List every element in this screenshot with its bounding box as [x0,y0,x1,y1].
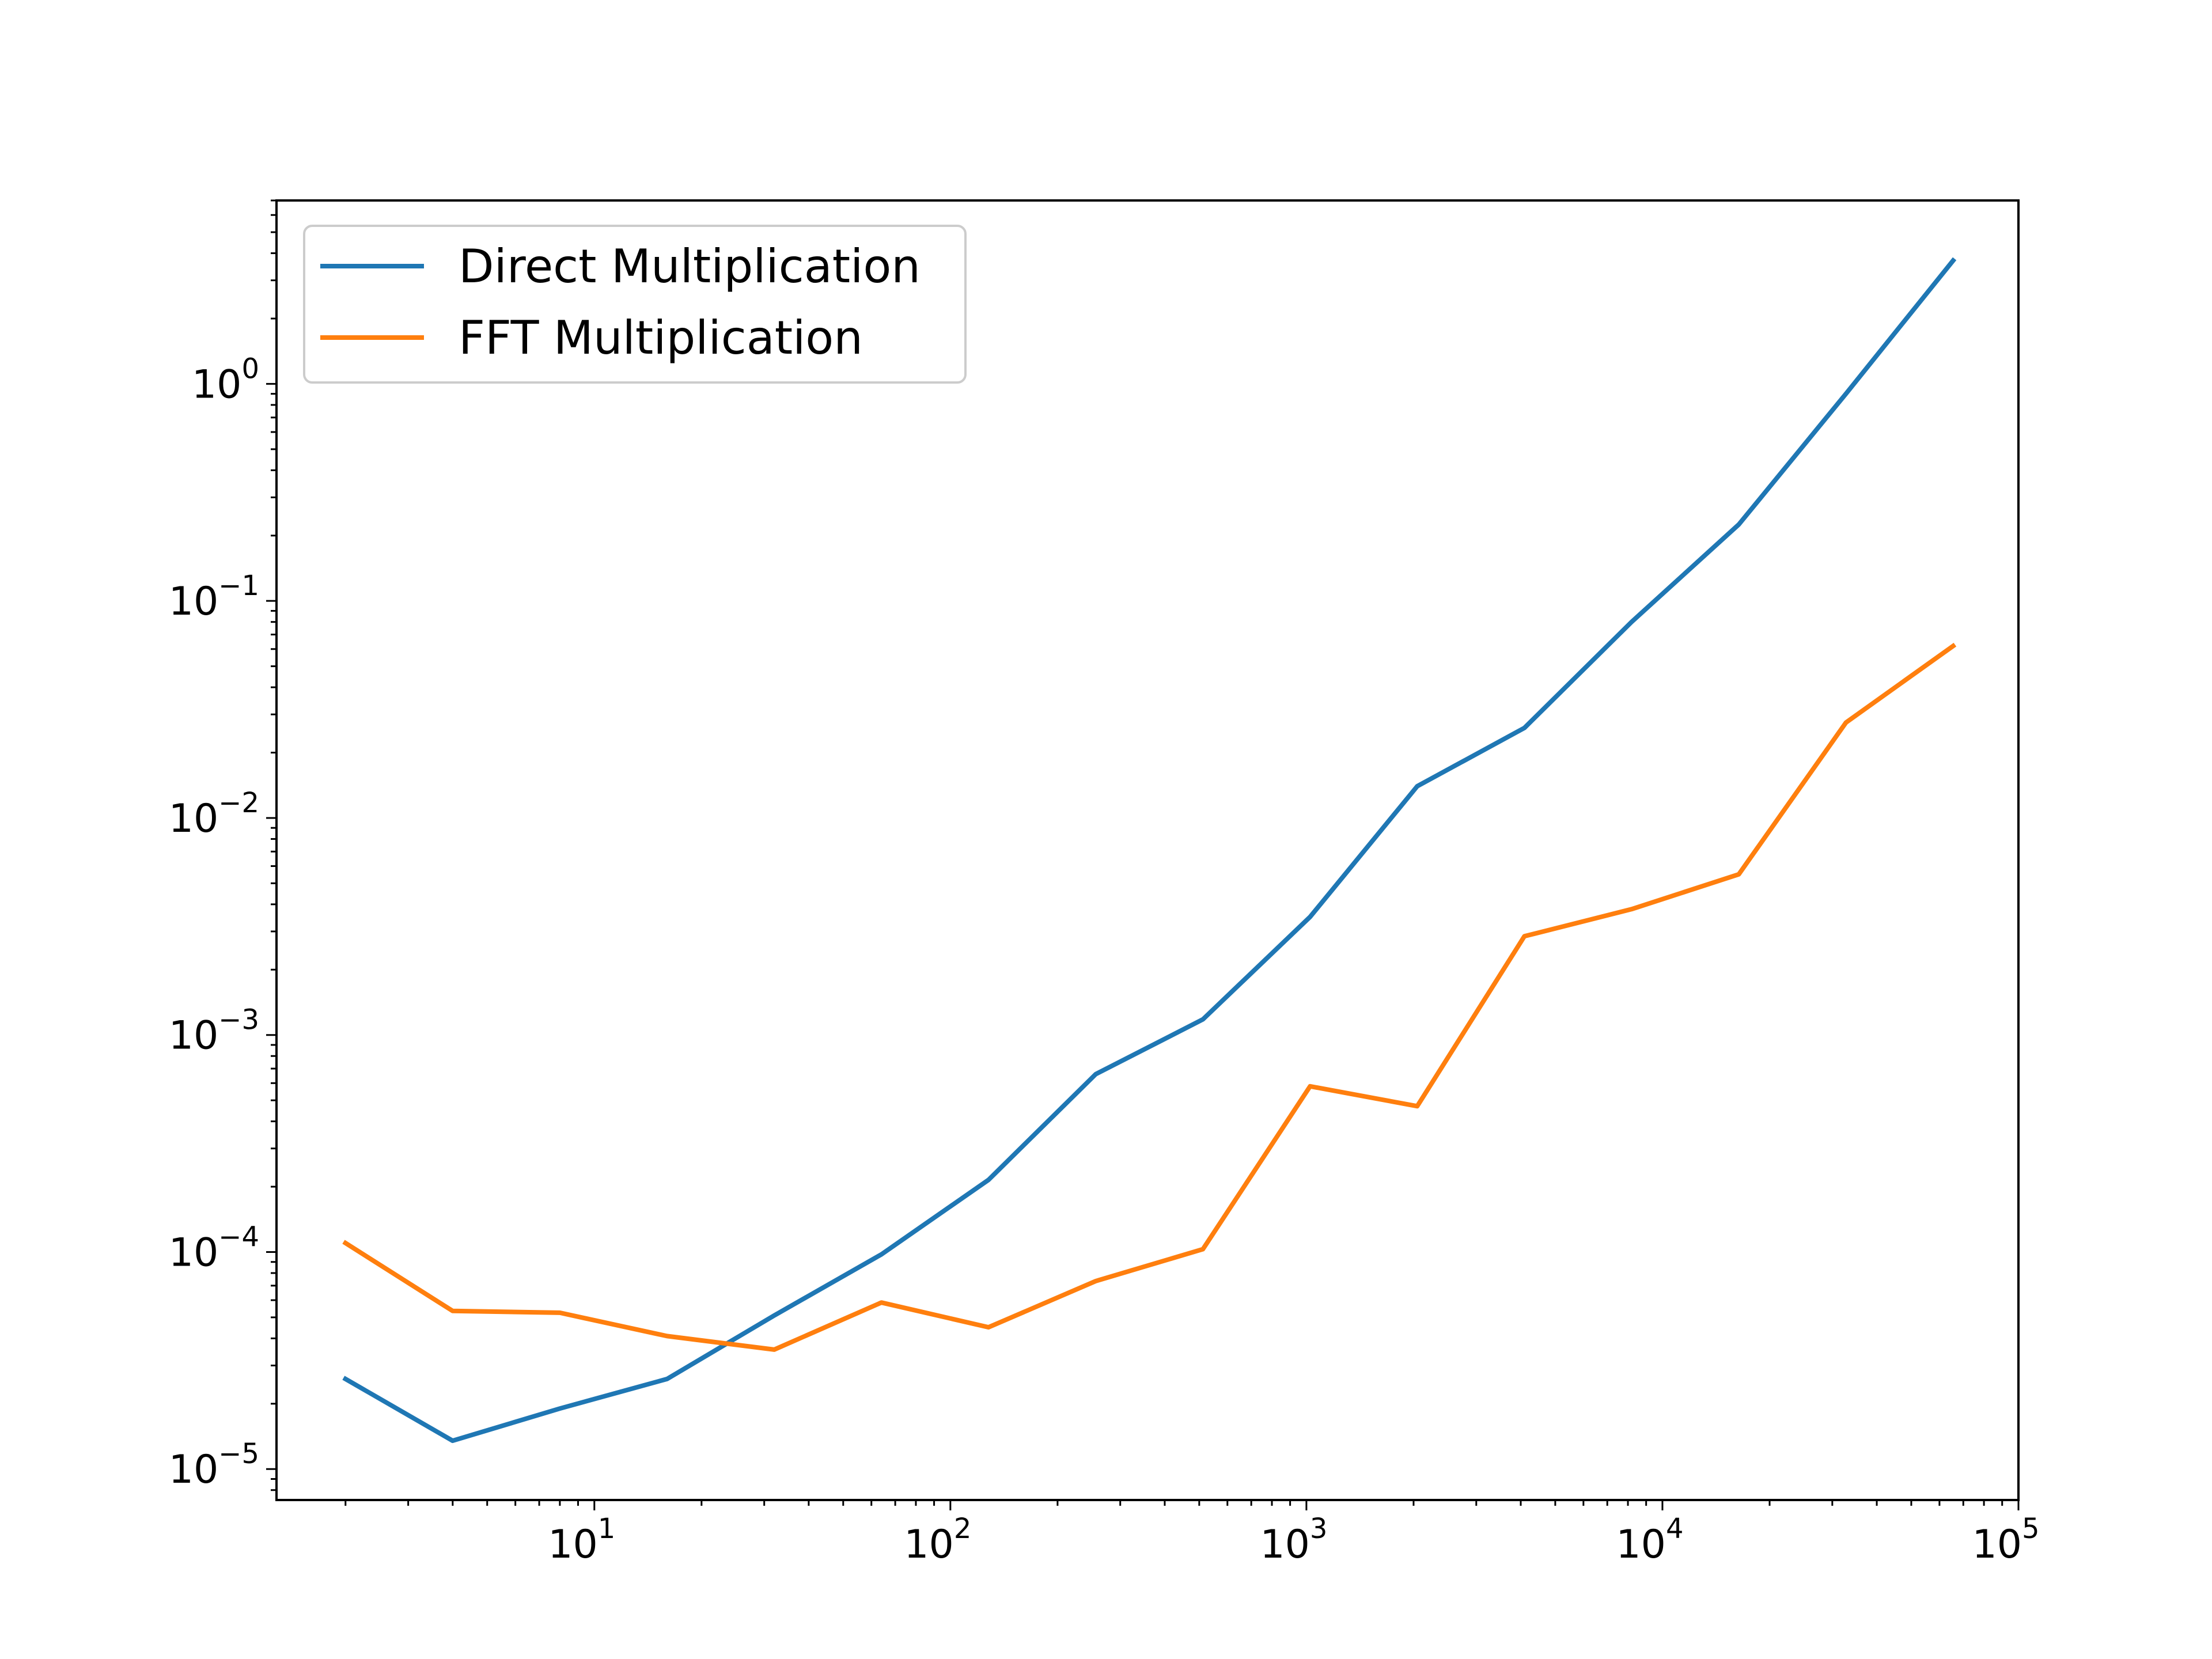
y-tick-label: 10−2 [169,787,259,842]
major-ticks: 101 102 103 104 105 10−5 10−4 10−3 10−2 10−1 100 [169,353,2040,1567]
x-tick-label: 101 [548,1513,615,1567]
legend-label: Direct Multiplication [459,240,921,293]
x-tick-label: 105 [1972,1513,2039,1567]
y-tick-label: 100 [192,353,259,407]
legend: Direct Multiplication FFT Multiplication [303,225,967,384]
legend-box [303,225,967,384]
x-tick-label: 103 [1260,1513,1327,1567]
legend-label: FFT Multiplication [459,311,863,365]
plot-frame [275,199,2020,1501]
y-tick-label: 10−4 [169,1221,259,1275]
y-tick-label: 10−3 [169,1004,259,1059]
series-line-direct [342,257,1957,1444]
series-lines [342,257,1957,1444]
x-tick-label: 104 [1616,1513,1683,1567]
x-tick-label: 102 [904,1513,971,1567]
y-tick-label: 10−1 [169,570,259,624]
series-line-fft [342,642,1957,1352]
y-tick-label: 10−5 [169,1438,259,1493]
